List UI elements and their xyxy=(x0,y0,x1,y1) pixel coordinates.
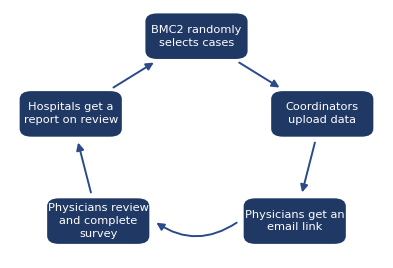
Text: BMC2 randomly
selects cases: BMC2 randomly selects cases xyxy=(151,25,242,48)
Text: Hospitals get a
report on review: Hospitals get a report on review xyxy=(24,102,118,125)
Text: Physicians get an
email link: Physicians get an email link xyxy=(245,210,345,233)
FancyBboxPatch shape xyxy=(271,91,373,137)
FancyBboxPatch shape xyxy=(145,13,248,59)
Text: Coordinators
upload data: Coordinators upload data xyxy=(286,102,359,125)
FancyBboxPatch shape xyxy=(47,198,149,244)
Text: Physicians review
and complete
survey: Physicians review and complete survey xyxy=(48,203,149,239)
FancyBboxPatch shape xyxy=(244,198,346,244)
FancyBboxPatch shape xyxy=(20,91,122,137)
